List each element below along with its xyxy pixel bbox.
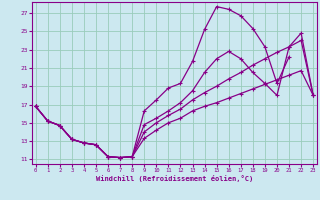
X-axis label: Windchill (Refroidissement éolien,°C): Windchill (Refroidissement éolien,°C): [96, 175, 253, 182]
